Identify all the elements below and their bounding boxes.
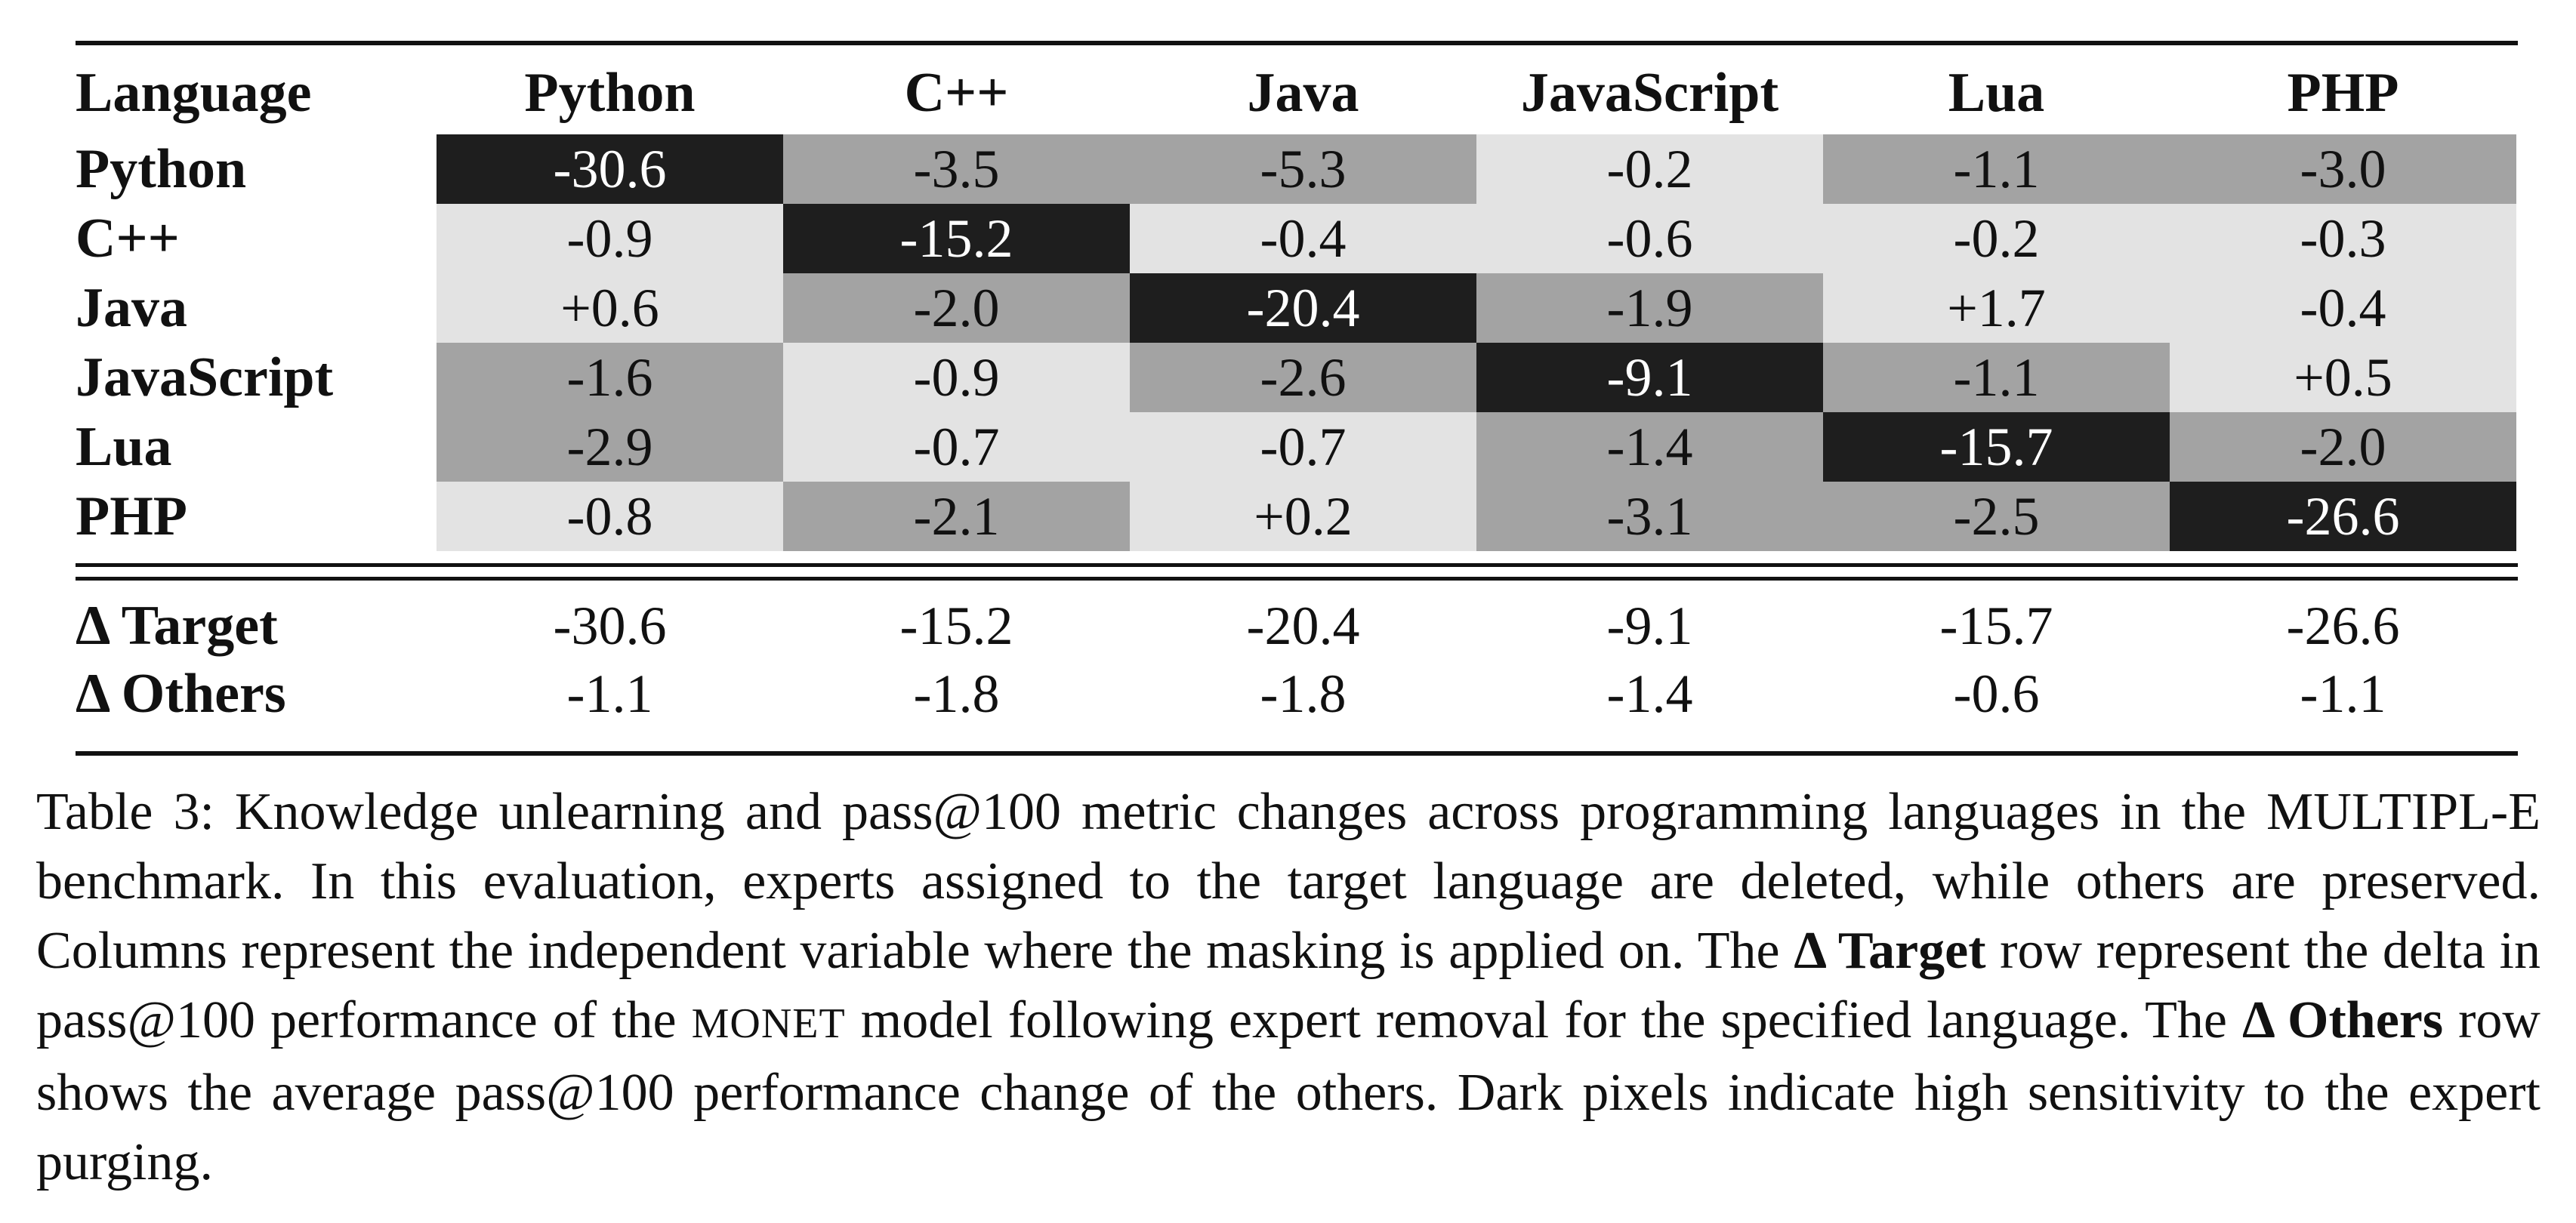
delta-target-value: -30.6 (553, 596, 667, 656)
caption-part-2: row represent the delta in pass@100 perf… (36, 922, 2541, 1049)
delta-target-value: -20.4 (1246, 596, 1360, 656)
delta-others-value: -1.1 (566, 664, 653, 724)
heatmap-cell: -2.6 (1130, 343, 1476, 412)
table-row: PHP -0.8 -2.1 +0.2 -3.1 -2.5 -26.6 (76, 482, 2518, 551)
delta-others-value: -1.8 (913, 664, 1000, 724)
delta-others-value: -0.6 (1953, 664, 2040, 724)
column-header: Java (1247, 62, 1359, 124)
column-header: PHP (2287, 62, 2399, 124)
heatmap-cell: -15.7 (1823, 412, 2170, 482)
delta-others-label: Δ Others (76, 663, 286, 725)
row-label: Java (76, 277, 187, 339)
table-double-rule-upper (76, 563, 2518, 567)
heatmap-cell: -0.9 (783, 343, 1130, 412)
column-header: C++ (904, 62, 1009, 124)
heatmap-cell: -5.3 (1130, 134, 1476, 204)
table-caption: Table 3: Knowledge unlearning and pass@1… (36, 778, 2541, 1197)
delta-target-label: Δ Target (76, 595, 278, 657)
caption-part-1: Table 3: Knowledge unlearning and pass@1… (36, 783, 2541, 980)
heatmap-cell: -0.2 (1476, 134, 1823, 204)
delta-target-value: -26.6 (2286, 596, 2400, 656)
heatmap-cell: -3.0 (2170, 134, 2516, 204)
heatmap-cell: -0.7 (783, 412, 1130, 482)
heatmap-cell: -30.6 (437, 134, 783, 204)
delta-others-value: -1.4 (1606, 664, 1693, 724)
column-header: Lua (1948, 62, 2045, 124)
heatmap-cell: -0.8 (437, 482, 783, 551)
heatmap-cell: -2.5 (1823, 482, 2170, 551)
table-row: C++ -0.9 -15.2 -0.4 -0.6 -0.2 -0.3 (76, 204, 2518, 273)
heatmap-cell: +0.6 (437, 273, 783, 343)
heatmap-cell: -0.4 (1130, 204, 1476, 273)
delta-target-value: -15.7 (1939, 596, 2053, 656)
heatmap-cell: -1.6 (437, 343, 783, 412)
delta-target-row: Δ Target -30.6 -15.2 -20.4 -9.1 -15.7 -26.6 (76, 592, 2518, 660)
row-label: JavaScript (76, 347, 334, 408)
row-label: Python (76, 138, 247, 200)
row-label: PHP (76, 485, 187, 547)
heatmap-cell: -9.1 (1476, 343, 1823, 412)
heatmap-cell: -2.0 (783, 273, 1130, 343)
heatmap-cell: -0.9 (437, 204, 783, 273)
delta-others-value: -1.1 (2300, 664, 2386, 724)
column-header: Python (524, 62, 696, 124)
delta-target-value: -9.1 (1606, 596, 1693, 656)
heatmap-cell: -0.6 (1476, 204, 1823, 273)
heatmap-cell: -0.3 (2170, 204, 2516, 273)
heatmap-cell: -20.4 (1130, 273, 1476, 343)
heatmap-cell: -0.4 (2170, 273, 2516, 343)
heatmap-cell: -1.1 (1823, 134, 2170, 204)
heatmap-cell: -26.6 (2170, 482, 2516, 551)
delta-target-value: -15.2 (899, 596, 1013, 656)
heatmap-cell: -15.2 (783, 204, 1130, 273)
heatmap-cell: -1.1 (1823, 343, 2170, 412)
row-label: C++ (76, 208, 180, 270)
heatmap-cell: -3.1 (1476, 482, 1823, 551)
table-row: Python -30.6 -3.5 -5.3 -0.2 -1.1 -3.0 (76, 134, 2518, 204)
table-row: Lua -2.9 -0.7 -0.7 -1.4 -15.7 -2.0 (76, 412, 2518, 482)
heatmap-cell: +1.7 (1823, 273, 2170, 343)
heatmap-cell: -1.4 (1476, 412, 1823, 482)
heatmap-cell: -2.0 (2170, 412, 2516, 482)
caption-delta-others: Δ Others (2241, 991, 2444, 1049)
caption-delta-target: Δ Target (1794, 922, 1986, 980)
corner-header: Language (76, 62, 312, 124)
caption-part-4: row shows the average pass@100 performan… (36, 991, 2541, 1191)
caption-part-3: model following expert removal for the s… (845, 991, 2242, 1049)
heatmap-cell: -0.2 (1823, 204, 2170, 273)
caption-model-name: MONET (691, 1000, 846, 1047)
heatmap-cell: +0.5 (2170, 343, 2516, 412)
delta-others-value: -1.8 (1260, 664, 1347, 724)
heatmap-cell: +0.2 (1130, 482, 1476, 551)
table-header-row: Language Python C++ Java JavaScript Lua PHP (76, 51, 2518, 134)
table-top-rule (76, 41, 2518, 45)
table-bottom-rule (76, 751, 2518, 756)
heatmap-cell: -2.1 (783, 482, 1130, 551)
row-label: Lua (76, 416, 172, 478)
delta-others-row: Δ Others -1.1 -1.8 -1.8 -1.4 -0.6 -1.1 (76, 660, 2518, 728)
heatmap-cell: -2.9 (437, 412, 783, 482)
column-header: JavaScript (1520, 62, 1779, 124)
table-row: Java +0.6 -2.0 -20.4 -1.9 +1.7 -0.4 (76, 273, 2518, 343)
table-double-rule-lower (76, 577, 2518, 581)
heatmap-cell: -3.5 (783, 134, 1130, 204)
heatmap-cell: -0.7 (1130, 412, 1476, 482)
heatmap-cell: -1.9 (1476, 273, 1823, 343)
table-row: JavaScript -1.6 -0.9 -2.6 -9.1 -1.1 +0.5 (76, 343, 2518, 412)
